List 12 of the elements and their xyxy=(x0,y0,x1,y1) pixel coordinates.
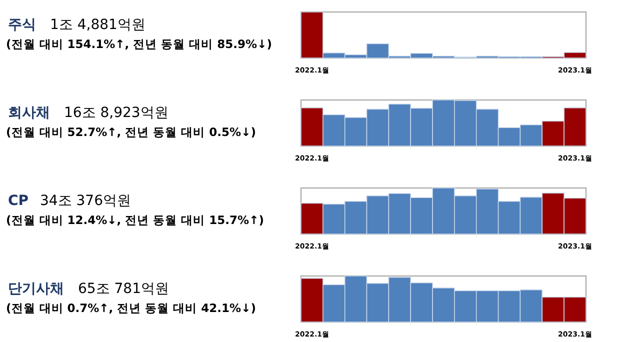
text: 65조 781억원 xyxy=(78,281,169,297)
text: 16조 8,923억원 xyxy=(64,105,168,121)
text: 주식 xyxy=(8,17,36,33)
text: 34조 376억원 xyxy=(40,193,131,209)
text: (전월 대비 0.7%↑, 전년 동월 대비 42.1%↓) xyxy=(6,301,256,315)
text: (전월 대비 12.4%↓, 전년 동월 대비 15.7%↑) xyxy=(6,213,264,227)
text: (전월 대비 154.1%↑, 전년 동월 대비 85.9%↓) xyxy=(6,37,272,51)
text: 1조 4,881억원 xyxy=(50,17,146,33)
text: 단기사채 xyxy=(8,281,64,297)
text: (전월 대비 52.7%↑, 전년 동월 대비 0.5%↓) xyxy=(6,125,256,139)
text: 회사채 xyxy=(8,105,50,121)
text: CP xyxy=(8,193,29,209)
